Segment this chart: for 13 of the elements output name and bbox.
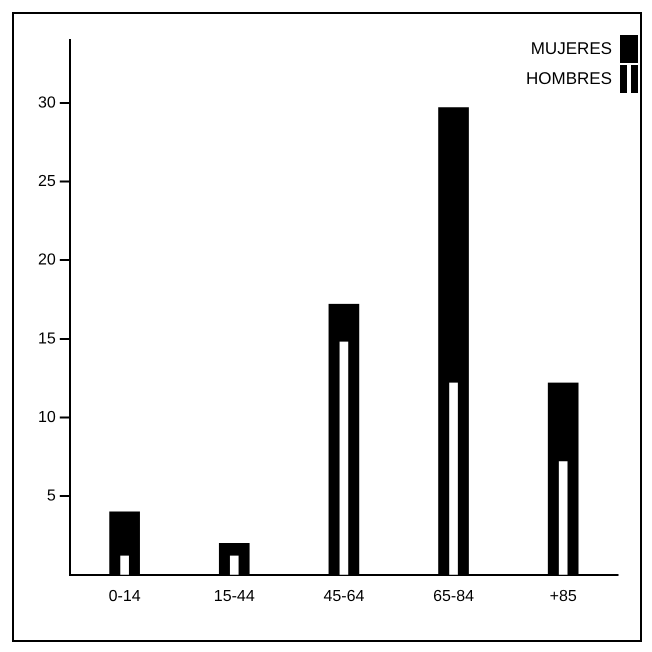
y-tick-label: 30	[38, 94, 56, 112]
legend-label: MUJERES	[530, 38, 612, 60]
y-tick-label: 5	[46, 488, 56, 505]
x-tick-label: 65-84	[433, 588, 474, 605]
x-tick-label: 45-64	[323, 588, 364, 605]
y-tick-label: 20	[38, 252, 56, 269]
x-tick-label: 0-14	[108, 588, 141, 605]
legend-label: HOMBRES	[526, 68, 612, 90]
x-tick-label: 15-44	[214, 588, 255, 605]
x-tick-label: +85	[550, 588, 577, 605]
y-tick-label: 15	[38, 330, 56, 348]
y-tick-label: 10	[38, 408, 56, 426]
y-tick-label: 25	[38, 172, 56, 190]
